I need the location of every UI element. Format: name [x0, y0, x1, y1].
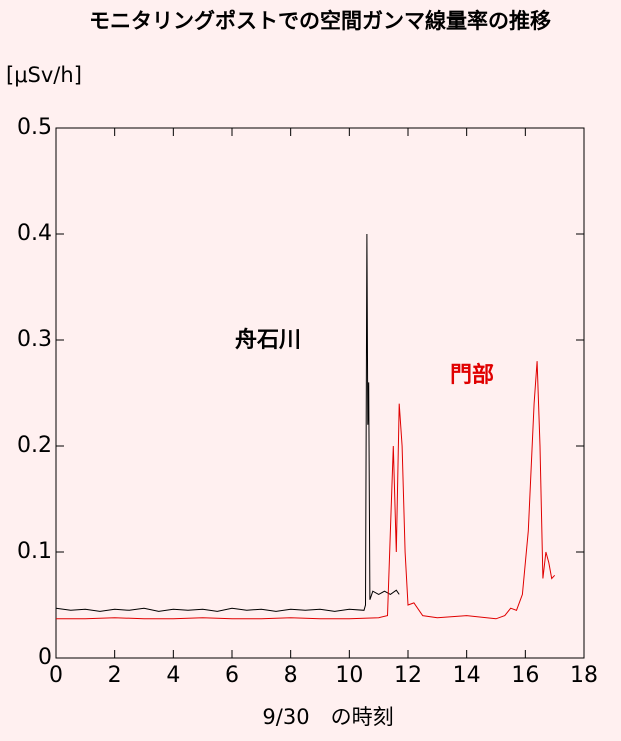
- x-tick-label: 10: [335, 663, 363, 688]
- y-tick-label: 0.4: [17, 221, 52, 246]
- x-tick-label: 4: [166, 663, 180, 688]
- x-tick-label: 12: [394, 663, 422, 688]
- y-tick-label: 0.1: [17, 539, 52, 564]
- x-tick-label: 16: [511, 663, 539, 688]
- y-axis-label: [μSv/h]: [6, 63, 82, 87]
- x-tick-label: 2: [108, 663, 122, 688]
- y-tick-label: 0.5: [17, 115, 52, 140]
- x-tick-label: 0: [49, 663, 63, 688]
- plot-frame: [55, 127, 585, 659]
- annotation: 舟石川: [235, 327, 301, 353]
- x-tick-label: 18: [570, 663, 598, 688]
- annotation: 門部: [450, 362, 494, 388]
- series-line: [55, 233, 400, 612]
- x-tick-label: 6: [225, 663, 239, 688]
- chart-title: モニタリングポストでの空間ガンマ線量率の推移: [89, 9, 551, 33]
- y-tick-label: 0: [38, 645, 52, 670]
- x-axis-label: 9/30 の時刻: [262, 705, 393, 729]
- x-tick-label: 14: [453, 663, 481, 688]
- series-line: [56, 361, 556, 620]
- y-tick-label: 0.2: [17, 433, 52, 458]
- y-tick-label: 0.3: [17, 327, 52, 352]
- x-tick-label: 8: [284, 663, 298, 688]
